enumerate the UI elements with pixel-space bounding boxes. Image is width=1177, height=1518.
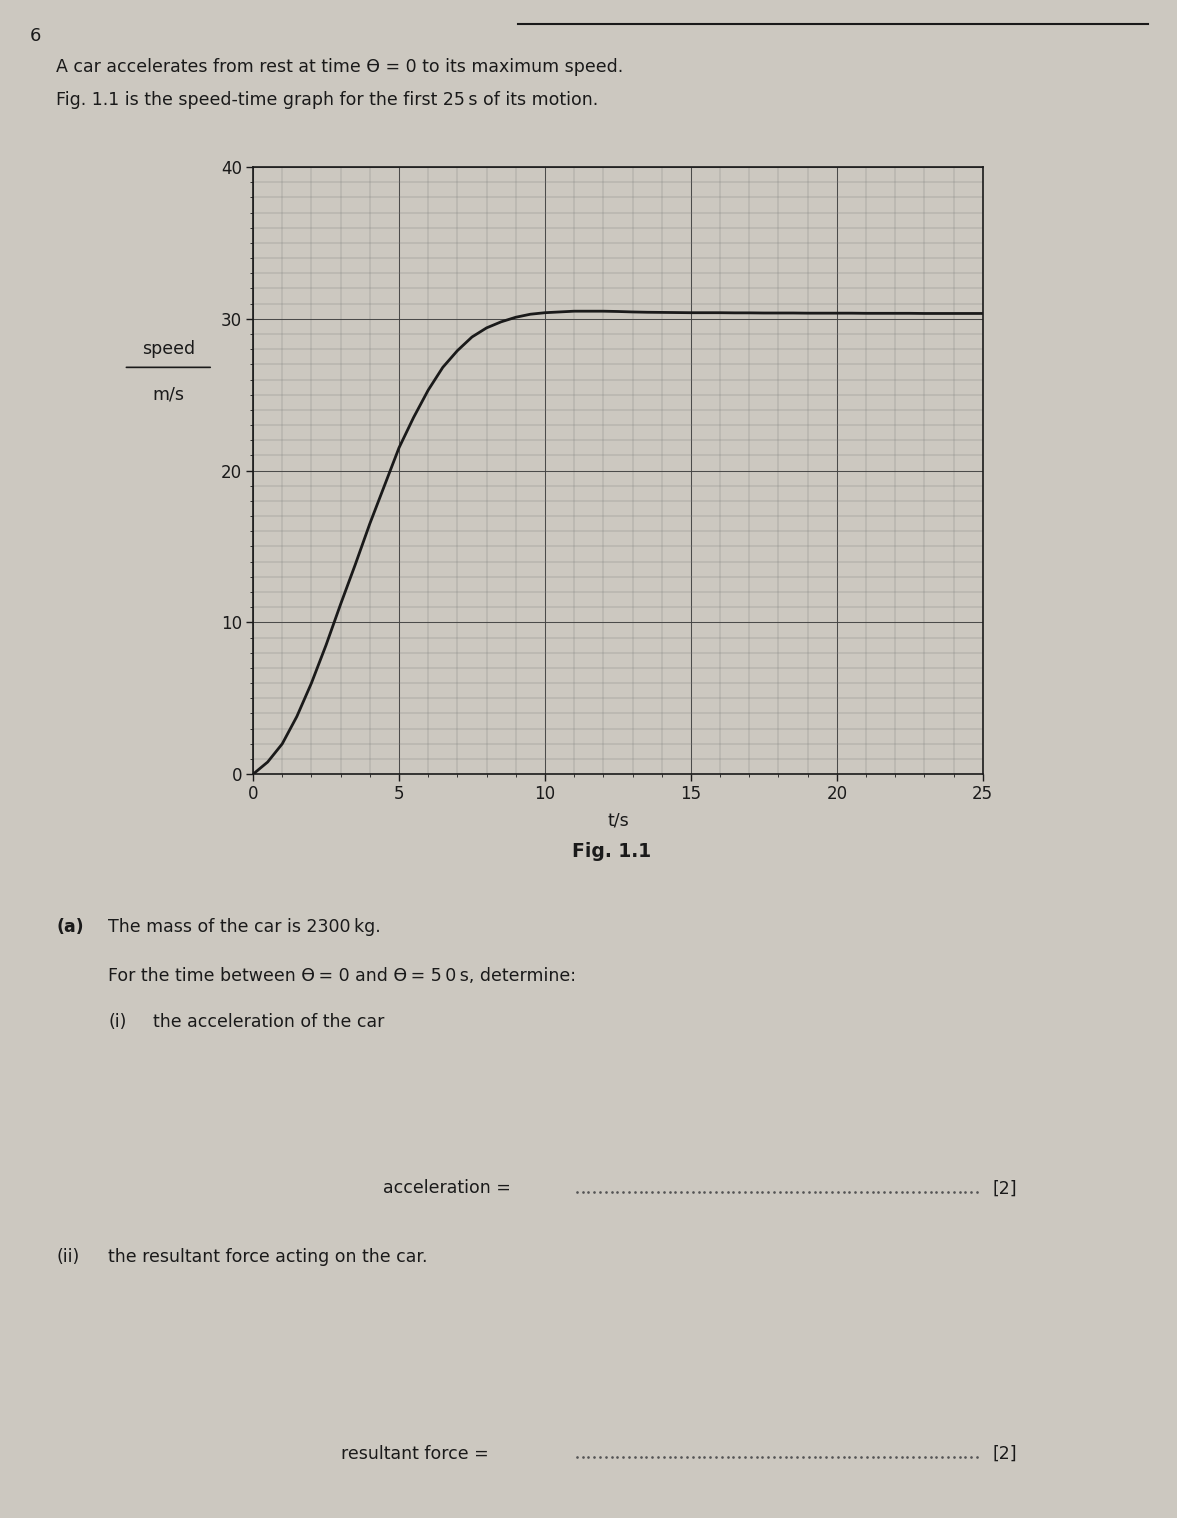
Text: For the time between ϴ = 0 and ϴ = 5 0 s, determine:: For the time between ϴ = 0 and ϴ = 5 0 s… [108,967,577,985]
Text: acceleration =: acceleration = [383,1179,516,1198]
Text: [2]: [2] [992,1445,1017,1463]
Text: [2]: [2] [992,1179,1017,1198]
Text: Fig. 1.1: Fig. 1.1 [572,842,652,862]
Text: (ii): (ii) [56,1248,80,1266]
Text: speed: speed [141,340,195,358]
Text: m/s: m/s [152,386,185,404]
Text: 6: 6 [29,27,41,46]
Text: resultant force =: resultant force = [341,1445,494,1463]
Text: Fig. 1.1 is the speed-time graph for the first 25 s of its motion.: Fig. 1.1 is the speed-time graph for the… [56,91,599,109]
Text: (a): (a) [56,918,84,937]
Text: the acceleration of the car: the acceleration of the car [153,1013,385,1031]
Text: the resultant force acting on the car.: the resultant force acting on the car. [108,1248,427,1266]
Text: (i): (i) [108,1013,127,1031]
Text: A car accelerates from rest at time ϴ = 0 to its maximum speed.: A car accelerates from rest at time ϴ = … [56,58,624,76]
X-axis label: t/s: t/s [607,812,629,830]
Text: The mass of the car is 2300 kg.: The mass of the car is 2300 kg. [108,918,381,937]
